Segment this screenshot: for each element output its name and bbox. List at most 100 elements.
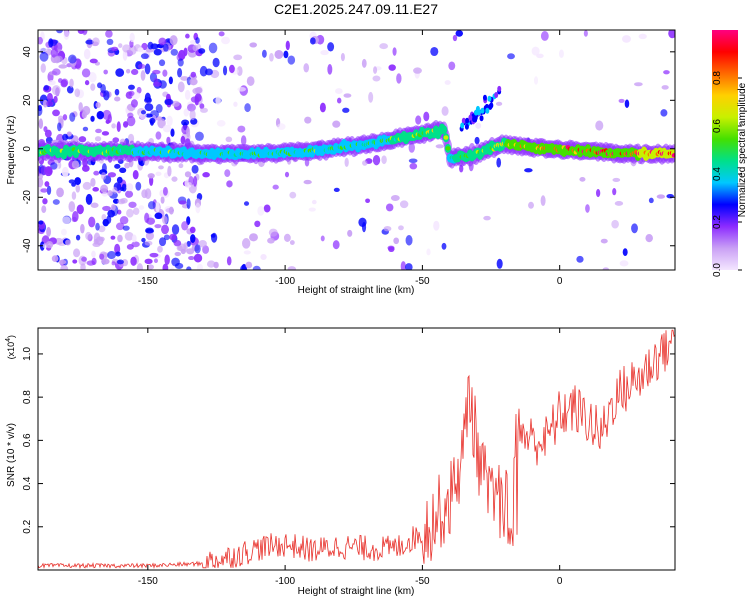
spectrogram-speck xyxy=(540,31,549,41)
spectrogram-speck xyxy=(62,114,68,121)
spectrogram-speck xyxy=(167,165,172,177)
spectrogram-speck xyxy=(392,47,397,56)
spectrogram-speck xyxy=(181,119,190,126)
spectrogram-speck xyxy=(174,262,184,269)
spectrogram-speck xyxy=(44,129,52,138)
spectrogram-speck xyxy=(225,136,233,143)
spectrogram-speck xyxy=(71,182,76,187)
spectrogram-speck xyxy=(158,237,167,247)
spectrogram-speck xyxy=(237,125,246,133)
spectrogram-speck xyxy=(153,81,162,87)
spectrogram-speck xyxy=(190,234,196,243)
snr-background xyxy=(38,328,675,570)
spectrogram-speck xyxy=(218,31,225,37)
spectrogram-speck xyxy=(146,217,156,225)
spectrogram-speck xyxy=(400,261,406,270)
spectrogram-speck xyxy=(114,96,121,102)
spectrogram-speck xyxy=(101,131,110,136)
spectrogram-speck xyxy=(430,46,439,57)
spectrogram-speck xyxy=(53,95,58,103)
spectrogram-speck xyxy=(193,175,198,187)
spectrogram-speck xyxy=(661,85,669,90)
spectrogram-x-tick-label: -50 xyxy=(415,276,430,287)
spectrogram-speck xyxy=(95,222,100,231)
spectrogram-speck xyxy=(119,216,129,225)
snr-y-tick-label: 1.0 xyxy=(22,347,33,361)
spectrogram-speck xyxy=(38,118,44,129)
spectrogram-speck xyxy=(61,166,69,178)
spectrogram-speck xyxy=(83,48,91,60)
spectrogram-speck xyxy=(612,177,621,182)
spectrogram-speck xyxy=(38,105,43,116)
spectrogram-speck xyxy=(177,58,184,67)
spectrogram-speck xyxy=(196,263,203,270)
spectrogram-speck xyxy=(120,186,125,192)
spectrogram-speck xyxy=(176,245,183,251)
spectrogram-speck xyxy=(320,49,329,56)
spectrogram-branch xyxy=(485,107,490,114)
spectrogram-speck xyxy=(187,182,192,187)
spectrogram-speck xyxy=(95,128,102,134)
spectrogram-speck xyxy=(90,83,96,91)
spectrogram-speck xyxy=(189,226,196,234)
spectrogram-speck xyxy=(140,70,146,81)
spectrogram-speck xyxy=(157,118,166,129)
spectrogram-speck xyxy=(115,68,125,77)
spectrogram-speck xyxy=(638,33,647,40)
spectrogram-speck xyxy=(185,33,190,39)
spectrogram-speck xyxy=(93,170,100,176)
spectrogram-speck xyxy=(144,240,153,246)
spectrogram-speck xyxy=(327,64,333,75)
spectrogram-speck xyxy=(409,162,418,170)
spectrogram-speck xyxy=(155,201,160,213)
spectrogram-speck xyxy=(68,54,77,64)
spectrogram-speck xyxy=(213,261,219,269)
spectrogram-speck xyxy=(254,220,261,228)
spectrogram-speck xyxy=(173,239,182,247)
colorbar: 0.0 0.2 0.4 0.6 0.8 Normalized spectral ampl… xyxy=(712,30,748,277)
spectrogram-speck xyxy=(129,32,135,43)
spectrogram-y-tick-label: -40 xyxy=(22,238,33,253)
spectrogram-speck xyxy=(107,172,117,178)
spectrogram-speck xyxy=(622,248,628,256)
spectrogram-speck xyxy=(105,30,113,38)
spectrogram-speck xyxy=(65,239,71,246)
spectrogram-speck xyxy=(152,69,161,75)
spectrogram-branch xyxy=(480,107,485,114)
spectrogram-speck xyxy=(149,117,156,124)
spectrogram-speck xyxy=(622,35,631,43)
spectrogram-speck xyxy=(174,251,182,257)
spectrogram-speck xyxy=(82,181,92,190)
spectrogram-speck xyxy=(50,48,59,58)
spectrogram-speck xyxy=(125,68,131,74)
spectrogram-speck xyxy=(496,157,502,168)
spectrogram-speck xyxy=(46,100,54,107)
spectrogram-speck xyxy=(125,190,134,198)
colorbar-ticks: 0.0 0.2 0.4 0.6 0.8 xyxy=(712,71,742,277)
spectrogram-speck xyxy=(180,76,189,81)
spectrogram-y-tick-label: -20 xyxy=(22,190,33,205)
spectrogram-speck xyxy=(441,242,447,250)
spectrogram-y-tick-label: 20 xyxy=(22,94,33,106)
spectrogram-speck xyxy=(168,76,173,85)
spectrogram-speck xyxy=(38,47,48,53)
colorbar-tick-label: 0.0 xyxy=(712,263,723,277)
spectrogram-speck xyxy=(320,235,325,242)
spectrogram-speck xyxy=(122,44,131,53)
spectrogram-speck xyxy=(150,110,159,119)
spectrogram-speck xyxy=(229,64,235,74)
spectrogram-branch xyxy=(472,116,477,123)
spectrogram-speck xyxy=(595,120,604,131)
spectrogram-speck xyxy=(308,207,316,212)
spectrogram-speck xyxy=(60,79,68,88)
spectrogram-speck xyxy=(285,40,290,51)
spectrogram-speck xyxy=(111,123,116,129)
spectrogram-speck xyxy=(614,201,624,206)
spectrogram-speck xyxy=(82,30,88,36)
spectrogram-speck xyxy=(423,111,430,122)
spectrogram-ticks: -150 -100 -50 0 -40 -20 0 20 40 xyxy=(22,30,675,287)
spectrogram-speck xyxy=(96,110,105,120)
spectrogram-speck xyxy=(46,92,53,102)
snr-x-label: Height of straight line (km) xyxy=(298,586,415,597)
spectrogram-speck xyxy=(202,245,210,254)
